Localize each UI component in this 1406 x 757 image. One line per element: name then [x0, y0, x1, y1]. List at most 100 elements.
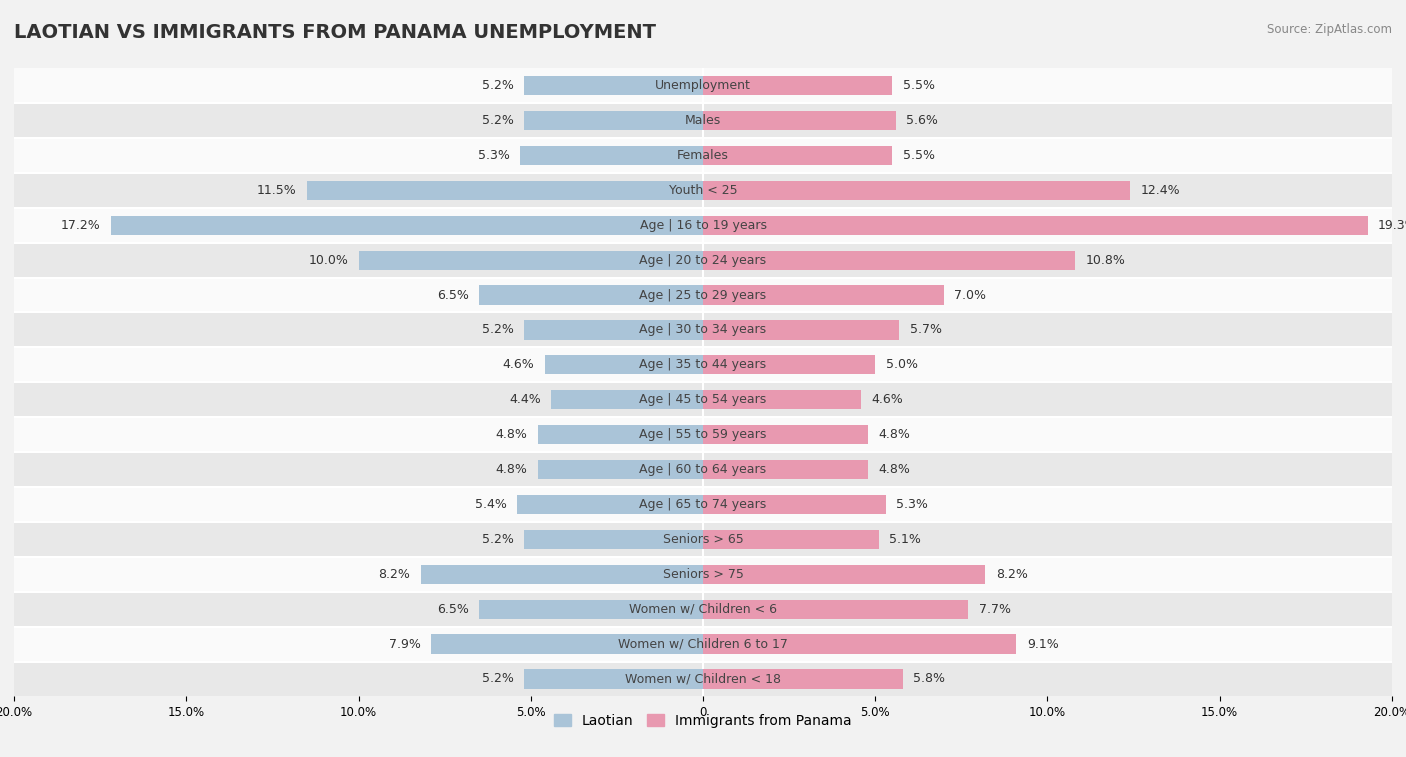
Text: Women w/ Children < 18: Women w/ Children < 18: [626, 672, 780, 686]
Text: 7.7%: 7.7%: [979, 603, 1011, 615]
Text: 4.8%: 4.8%: [495, 428, 527, 441]
Bar: [14, 243, 1392, 278]
Text: LAOTIAN VS IMMIGRANTS FROM PANAMA UNEMPLOYMENT: LAOTIAN VS IMMIGRANTS FROM PANAMA UNEMPL…: [14, 23, 657, 42]
Bar: [703, 460, 869, 479]
Bar: [537, 425, 703, 444]
Text: 5.6%: 5.6%: [907, 114, 938, 127]
Text: 8.2%: 8.2%: [378, 568, 411, 581]
Text: Age | 25 to 29 years: Age | 25 to 29 years: [640, 288, 766, 301]
Bar: [520, 146, 703, 165]
Bar: [14, 138, 1392, 173]
Text: 5.2%: 5.2%: [482, 672, 513, 686]
Bar: [703, 669, 903, 689]
Bar: [14, 627, 1392, 662]
Legend: Laotian, Immigrants from Panama: Laotian, Immigrants from Panama: [548, 709, 858, 734]
Bar: [14, 417, 1392, 452]
Bar: [703, 146, 893, 165]
Text: Unemployment: Unemployment: [655, 79, 751, 92]
Bar: [524, 111, 703, 130]
Text: Seniors > 65: Seniors > 65: [662, 533, 744, 546]
Text: 5.7%: 5.7%: [910, 323, 942, 336]
Text: 5.4%: 5.4%: [475, 498, 506, 511]
Text: Males: Males: [685, 114, 721, 127]
Text: 10.0%: 10.0%: [308, 254, 349, 266]
Bar: [14, 103, 1392, 138]
Bar: [524, 530, 703, 549]
Text: 5.2%: 5.2%: [482, 79, 513, 92]
Bar: [420, 565, 703, 584]
Bar: [703, 181, 1130, 200]
Bar: [703, 76, 893, 95]
Text: 5.3%: 5.3%: [896, 498, 928, 511]
Bar: [703, 634, 1017, 654]
Bar: [14, 173, 1392, 207]
Text: Age | 55 to 59 years: Age | 55 to 59 years: [640, 428, 766, 441]
Bar: [14, 278, 1392, 313]
Bar: [703, 425, 869, 444]
Bar: [14, 313, 1392, 347]
Text: Age | 35 to 44 years: Age | 35 to 44 years: [640, 358, 766, 372]
Text: 5.2%: 5.2%: [482, 323, 513, 336]
Bar: [430, 634, 703, 654]
Text: 4.8%: 4.8%: [879, 428, 911, 441]
Text: Age | 45 to 54 years: Age | 45 to 54 years: [640, 393, 766, 407]
Text: Seniors > 75: Seniors > 75: [662, 568, 744, 581]
Bar: [14, 522, 1392, 557]
Text: 19.3%: 19.3%: [1378, 219, 1406, 232]
Bar: [14, 592, 1392, 627]
Bar: [14, 662, 1392, 696]
Text: 5.2%: 5.2%: [482, 533, 513, 546]
Bar: [517, 495, 703, 514]
Bar: [703, 111, 896, 130]
Text: 5.0%: 5.0%: [886, 358, 918, 372]
Bar: [307, 181, 703, 200]
Text: 12.4%: 12.4%: [1140, 184, 1180, 197]
Bar: [703, 216, 1368, 235]
Bar: [14, 207, 1392, 243]
Text: Age | 65 to 74 years: Age | 65 to 74 years: [640, 498, 766, 511]
Text: 6.5%: 6.5%: [437, 603, 468, 615]
Bar: [14, 487, 1392, 522]
Bar: [14, 347, 1392, 382]
Text: Age | 16 to 19 years: Age | 16 to 19 years: [640, 219, 766, 232]
Bar: [524, 76, 703, 95]
Text: 4.8%: 4.8%: [495, 463, 527, 476]
Bar: [703, 565, 986, 584]
Bar: [524, 320, 703, 340]
Bar: [703, 320, 900, 340]
Text: Females: Females: [678, 149, 728, 162]
Text: 9.1%: 9.1%: [1026, 637, 1059, 650]
Bar: [111, 216, 703, 235]
Text: 5.2%: 5.2%: [482, 114, 513, 127]
Bar: [359, 251, 703, 269]
Text: Women w/ Children < 6: Women w/ Children < 6: [628, 603, 778, 615]
Bar: [479, 285, 703, 304]
Text: 6.5%: 6.5%: [437, 288, 468, 301]
Bar: [703, 355, 875, 375]
Text: 5.1%: 5.1%: [889, 533, 921, 546]
Bar: [703, 390, 862, 410]
Text: Age | 60 to 64 years: Age | 60 to 64 years: [640, 463, 766, 476]
Text: 5.8%: 5.8%: [912, 672, 945, 686]
Bar: [14, 68, 1392, 103]
Text: 4.4%: 4.4%: [509, 393, 541, 407]
Text: Youth < 25: Youth < 25: [669, 184, 737, 197]
Text: 4.8%: 4.8%: [879, 463, 911, 476]
Text: 11.5%: 11.5%: [257, 184, 297, 197]
Text: 5.3%: 5.3%: [478, 149, 510, 162]
Bar: [479, 600, 703, 618]
Text: Women w/ Children 6 to 17: Women w/ Children 6 to 17: [619, 637, 787, 650]
Bar: [703, 530, 879, 549]
Text: 5.5%: 5.5%: [903, 79, 935, 92]
Text: Source: ZipAtlas.com: Source: ZipAtlas.com: [1267, 23, 1392, 36]
Text: 10.8%: 10.8%: [1085, 254, 1125, 266]
Bar: [544, 355, 703, 375]
Text: 8.2%: 8.2%: [995, 568, 1028, 581]
Bar: [524, 669, 703, 689]
Bar: [703, 495, 886, 514]
Bar: [703, 600, 969, 618]
Bar: [703, 251, 1076, 269]
Bar: [537, 460, 703, 479]
Text: 5.5%: 5.5%: [903, 149, 935, 162]
Text: 17.2%: 17.2%: [60, 219, 100, 232]
